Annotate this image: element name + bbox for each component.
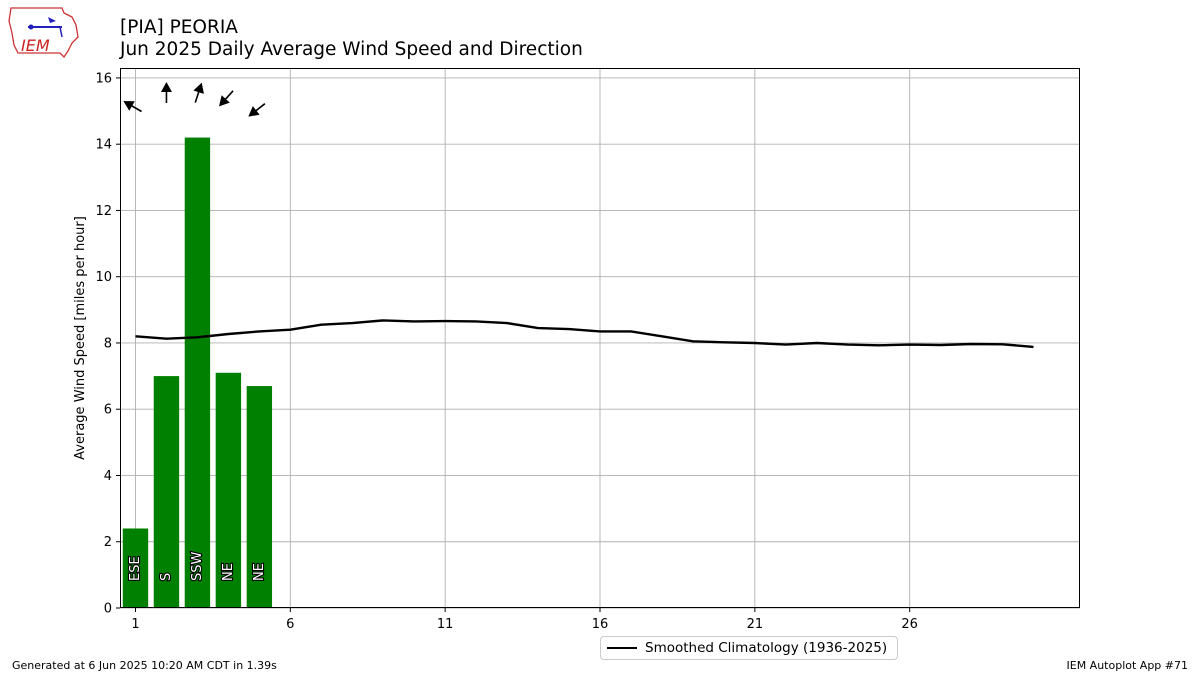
app-footer: IEM Autoplot App #71: [1066, 659, 1189, 672]
x-tick-label: 1: [131, 617, 139, 632]
direction-arrows: [123, 82, 266, 117]
y-tick-label: 14: [95, 138, 112, 153]
legend-label: Smoothed Climatology (1936-2025): [645, 640, 888, 656]
direction-label: S: [159, 573, 174, 581]
direction-arrow: [219, 90, 234, 107]
direction-arrow: [248, 103, 266, 117]
direction-arrow: [193, 82, 204, 103]
generated-footer: Generated at 6 Jun 2025 10:20 AM CDT in …: [12, 659, 277, 672]
logo-text: IEM: [21, 36, 50, 55]
direction-label: SSW: [190, 551, 205, 581]
y-tick-label: 4: [104, 469, 112, 484]
x-tick-label: 11: [437, 617, 454, 632]
x-tick-label: 21: [747, 617, 764, 632]
wind-bars: ESE S SSW NE NE: [122, 137, 273, 608]
y-tick-label: 16: [95, 71, 112, 86]
y-axis-label: Average Wind Speed [miles per hour]: [73, 216, 88, 460]
y-tick-label: 12: [95, 204, 112, 219]
y-tick-label: 0: [104, 602, 112, 617]
wind-speed-bar: [246, 386, 273, 608]
direction-label: ESE: [128, 556, 143, 581]
y-tick-label: 8: [104, 336, 112, 351]
chart-title-station: [PIA] PEORIA: [120, 17, 238, 38]
wind-speed-bar: [184, 137, 211, 608]
x-tick-label: 26: [901, 617, 918, 632]
chart-legend: Smoothed Climatology (1936-2025): [600, 636, 898, 660]
grid-lines: [120, 68, 1080, 609]
y-tick-label: 2: [104, 535, 112, 550]
direction-arrow: [123, 101, 142, 113]
direction-arrow: [160, 82, 172, 103]
wind-speed-bar: [122, 528, 149, 608]
climatology-line-layer: [135, 319, 1034, 349]
climatology-line: [135, 319, 1034, 349]
direction-label: NE: [252, 563, 267, 581]
direction-label: NE: [221, 563, 236, 581]
x-tick-label: 16: [592, 617, 609, 632]
iem-logo: IEM: [8, 7, 79, 59]
x-tick-label: 6: [286, 617, 294, 632]
plot-frame: [120, 68, 1080, 608]
wind-speed-bar: [153, 376, 180, 608]
chart-title: Jun 2025 Daily Average Wind Speed and Di…: [120, 39, 583, 60]
wind-speed-bar: [215, 372, 242, 608]
legend-line-swatch: [607, 647, 637, 649]
y-tick-label: 10: [95, 270, 112, 285]
y-tick-label: 6: [104, 403, 112, 418]
